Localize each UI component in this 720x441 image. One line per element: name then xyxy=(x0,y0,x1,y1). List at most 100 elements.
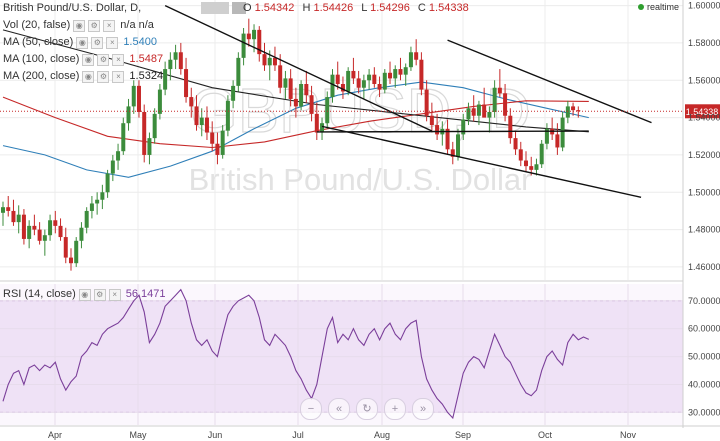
candle-body xyxy=(157,89,162,114)
candle-body xyxy=(293,98,298,107)
candle-body xyxy=(367,74,372,81)
candle-body xyxy=(388,72,393,79)
candle-body xyxy=(304,84,309,96)
candle-body xyxy=(68,257,73,264)
y-tick-label: 1.56000 xyxy=(688,75,720,85)
eye-icon[interactable]: ◉ xyxy=(82,53,95,66)
candle-body xyxy=(163,69,168,90)
trendline xyxy=(316,130,589,133)
eye-icon[interactable]: ◉ xyxy=(82,70,95,83)
y-tick-label: 1.52000 xyxy=(688,150,720,160)
candle-body xyxy=(414,52,419,60)
reset-icon[interactable]: ↻ xyxy=(356,398,378,420)
candle-body xyxy=(508,115,513,139)
y-tick-label: 1.48000 xyxy=(688,225,720,235)
candle-body xyxy=(173,52,178,60)
zoom-out-icon[interactable]: − xyxy=(300,398,322,420)
settings-icon[interactable]: ⚙ xyxy=(97,53,110,66)
candle-body xyxy=(42,235,47,241)
indicator-label: Vol (20, false) xyxy=(3,19,71,31)
candle-body xyxy=(6,207,11,211)
candle-body xyxy=(539,143,544,165)
candle-body xyxy=(518,149,523,161)
settings-icon[interactable]: ⚙ xyxy=(97,70,110,83)
settings-icon[interactable]: ⚙ xyxy=(93,288,106,301)
candle-body xyxy=(241,33,246,58)
close-icon[interactable]: × xyxy=(112,70,125,83)
candle-body xyxy=(105,173,110,193)
candle-body xyxy=(184,69,189,98)
candle-body xyxy=(178,52,183,70)
candle-body xyxy=(199,117,204,126)
rsi-label: RSI (14, close) xyxy=(3,288,76,300)
candle-body xyxy=(340,84,345,92)
candle-body xyxy=(445,128,450,150)
indicator-value: n/a n/a xyxy=(120,19,154,31)
y-tick-label: 60.0000 xyxy=(688,324,720,334)
candle-body xyxy=(351,70,356,79)
candle-body xyxy=(110,160,115,174)
indicator-row: MA (50, close) ◉ ⚙ × 1.5400 xyxy=(3,34,163,51)
candle-body xyxy=(408,52,413,68)
eye-icon[interactable]: ◉ xyxy=(73,19,86,32)
candle-body xyxy=(236,57,241,86)
ohlc-value: 1.54342 xyxy=(254,2,295,14)
ohlc-readout: O 1.54342 H 1.54426 L 1.54296 C 1.54338 xyxy=(243,2,474,14)
candle-body xyxy=(267,57,272,66)
candle-body xyxy=(27,225,32,239)
ohlc-label: O xyxy=(243,2,252,14)
indicator-label: MA (200, close) xyxy=(3,70,80,82)
indicator-row: MA (100, close) ◉ ⚙ × 1.5487 xyxy=(3,51,163,68)
trendline xyxy=(447,39,652,124)
candle-body xyxy=(168,59,173,70)
candle-body xyxy=(21,214,26,239)
candle-body xyxy=(314,113,319,133)
x-tick-label: Sep xyxy=(455,430,471,440)
candle-body xyxy=(403,67,408,75)
candle-body xyxy=(136,85,141,112)
close-icon[interactable]: × xyxy=(106,36,119,49)
candle-body xyxy=(95,199,100,204)
close-icon[interactable]: × xyxy=(112,53,125,66)
status-dot-icon xyxy=(638,4,644,10)
price-tag-label: 1.54338 xyxy=(686,107,719,117)
candle-body xyxy=(544,128,549,144)
candle-body xyxy=(560,117,565,148)
close-icon[interactable]: × xyxy=(103,19,116,32)
ohlc-value: 1.54426 xyxy=(313,2,354,14)
y-tick-label: 40.0000 xyxy=(688,380,720,390)
rsi-line xyxy=(2,288,590,420)
candle-body xyxy=(466,108,471,120)
candle-body xyxy=(100,192,105,200)
color-swatch[interactable] xyxy=(201,2,229,14)
candle-body xyxy=(487,112,492,118)
candle-body xyxy=(246,33,251,40)
candle-body xyxy=(393,69,398,79)
settings-icon[interactable]: ⚙ xyxy=(91,36,104,49)
color-swatch[interactable] xyxy=(232,2,246,14)
candle-body xyxy=(152,113,157,139)
candle-body xyxy=(53,220,58,226)
settings-icon[interactable]: ⚙ xyxy=(88,19,101,32)
scroll-right-icon[interactable]: » xyxy=(412,398,434,420)
indicator-row: MA (200, close) ◉ ⚙ × 1.5324 xyxy=(3,68,163,85)
ohlc-label: H xyxy=(302,2,311,14)
candle-body xyxy=(147,138,152,155)
candle-body xyxy=(204,117,209,133)
trendline xyxy=(164,4,433,132)
candle-body xyxy=(1,207,5,213)
candle-body xyxy=(435,125,440,135)
candle-body xyxy=(492,87,497,112)
candle-body xyxy=(361,80,366,88)
candle-body xyxy=(142,112,147,155)
candle-body xyxy=(79,227,84,241)
x-tick-label: Nov xyxy=(620,430,637,440)
eye-icon[interactable]: ◉ xyxy=(76,36,89,49)
indicator-row: Vol (20, false) ◉ ⚙ × n/a n/a xyxy=(3,17,163,34)
scroll-left-icon[interactable]: « xyxy=(328,398,350,420)
zoom-in-icon[interactable]: + xyxy=(384,398,406,420)
y-tick-label: 1.54000 xyxy=(688,113,720,123)
close-icon[interactable]: × xyxy=(108,288,121,301)
eye-icon[interactable]: ◉ xyxy=(78,288,91,301)
